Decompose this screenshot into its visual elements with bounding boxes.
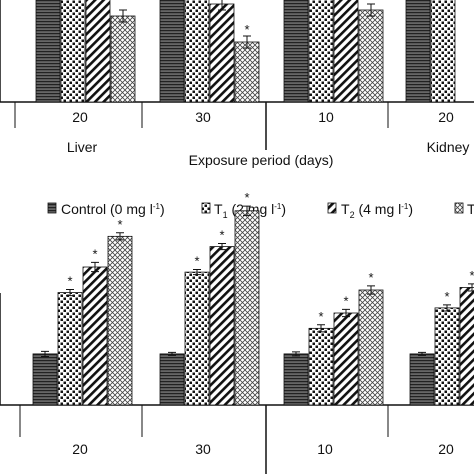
error-bar-t3-3 [367,285,375,295]
error-bar-control-2 [168,351,176,356]
error-bar-t1-4 [443,304,451,312]
error-bar-control-4 [418,351,426,356]
top-bar-control-4 [405,0,431,103]
top-tick-label-1: 20 [72,109,88,125]
top-significance-mark: * [244,22,249,37]
top-error-bar-t2-2 [218,0,226,11]
bar-t1-2 [184,271,210,406]
top-tick-label-2: 30 [195,109,211,125]
bar-control-4 [409,353,435,406]
legend-label-t2: T2 (4 mg l-1) [341,201,413,220]
significance-mark-t3-2: * [244,190,249,205]
legend-swatch-t2 [327,202,337,214]
significance-mark-t2-3: * [343,293,348,308]
error-bar-control-3 [292,351,300,357]
error-bar-t2-2 [218,242,226,251]
legend-swatch-t1 [201,202,211,214]
bar-t2-1 [82,266,108,406]
bar-t3-3 [358,289,384,406]
bar-control-3 [283,353,309,406]
top-x-axis-title: Exposure period (days) [189,152,334,168]
significance-mark-t1-3: * [318,309,323,324]
error-bar-control-1 [41,350,49,357]
legend-swatch-t3 [454,202,464,214]
error-bar-t3-1 [116,232,124,241]
significance-mark-t3-1: * [117,217,122,232]
significance-mark-t1-1: * [67,273,72,288]
error-bar-t2-3 [342,308,350,318]
bar-t1-4 [434,307,460,406]
bar-t2-3 [333,312,359,406]
bar-t1-1 [57,292,83,406]
legend: Control (0 mg l-1) T1 (2 mg l-1) T2 (4 m… [47,201,474,220]
top-tick-label-4: 20 [438,109,454,125]
top-bar-t1-2 [184,0,210,103]
bar-control-2 [159,353,185,406]
top-panel: * 20 30 10 20 Liver Kidney Exposure peri… [0,0,474,168]
top-error-bar-t3-3 [367,3,375,17]
top-bar-t3-2 [234,41,260,103]
error-bar-t1-2 [193,269,201,276]
legend-label-control: Control (0 mg l-1) [61,201,165,217]
top-error-bar-t3-1 [119,9,127,23]
error-bar-t1-3 [317,324,325,333]
top-bar-t2-3 [333,0,359,103]
bottom-tick-label-4: 20 [438,441,454,457]
top-bar-t3-3 [358,9,384,103]
top-bar-t2-2 [209,3,235,103]
bottom-tick-label-1: 20 [72,441,88,457]
top-bar-control-1 [35,0,61,103]
bar-control-1 [32,353,58,406]
top-group-label-liver: Liver [67,139,98,155]
significance-mark-t3-3: * [368,270,373,285]
bar-t2-4 [459,287,474,406]
error-bar-t2-4 [468,283,474,292]
top-error-bar-t3-2 [243,35,251,49]
top-bar-t1-4 [430,0,456,103]
error-bar-t3-2 [243,205,251,216]
top-bar-t2-1 [85,0,111,103]
top-bar-t1-3 [308,0,334,103]
significance-mark-t1-2: * [194,254,199,269]
bar-t2-2 [209,246,235,406]
significance-mark-t2-2: * [219,227,224,242]
bottom-tick-label-2: 30 [195,441,211,457]
top-bar-control-3 [283,0,309,103]
top-bar-t1-1 [60,0,86,103]
legend-label-t3: T [467,201,474,217]
top-group-label-kidney: Kidney [427,139,470,155]
bottom-panel: ************ 20 30 10 20 [0,190,474,474]
bar-t3-1 [107,235,133,406]
bar-t3-2 [234,210,260,406]
top-bar-control-2 [159,0,185,103]
error-bar-t1-1 [66,288,74,297]
legend-swatch-control [47,202,57,214]
significance-mark-t2-4: * [469,268,474,283]
top-bar-t3-1 [110,15,136,103]
bar-t1-3 [308,327,334,406]
significance-mark-t2-1: * [92,246,97,261]
significance-mark-t1-4: * [444,289,449,304]
error-bar-t2-1 [91,261,99,273]
top-tick-label-3: 10 [318,109,334,125]
bottom-tick-label-3: 10 [317,441,333,457]
